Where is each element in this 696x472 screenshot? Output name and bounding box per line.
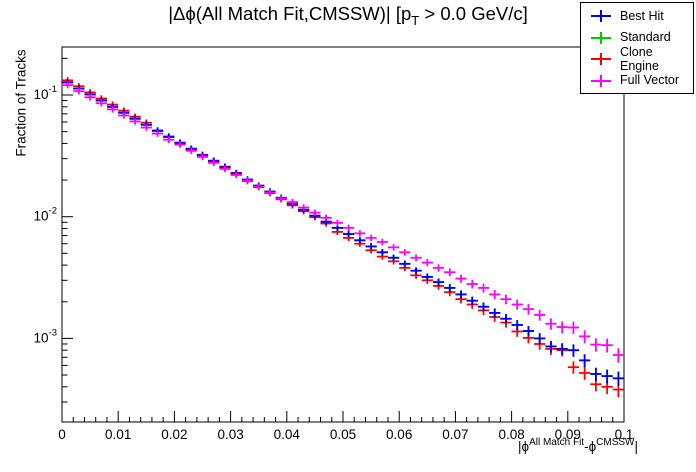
- legend-label: Clone Engine: [620, 44, 659, 73]
- y-tick-label: 10-3: [34, 327, 57, 345]
- x-tick-label: 0: [58, 427, 66, 442]
- y-axis-labels: 10-1 10-2 10-3: [34, 84, 57, 345]
- y-axis-ticks: [62, 57, 73, 403]
- x-tick-label: 0.09: [555, 427, 581, 442]
- x-tick-label: 0.07: [442, 427, 468, 442]
- legend-item: Best Hit: [586, 5, 693, 26]
- legend-cross-marker-icon: [586, 51, 616, 66]
- x-tick-label: 0.04: [274, 427, 301, 442]
- legend-label: Best Hit: [620, 8, 664, 23]
- x-tick-label: 0.1: [615, 427, 634, 442]
- x-axis-title-part: -ϕ: [584, 439, 597, 454]
- x-axis-title-part: |: [634, 439, 638, 454]
- x-axis-title-sup: All Match Fit: [529, 437, 585, 448]
- x-tick-label: 0.02: [161, 427, 187, 442]
- legend-label: Full Vector: [620, 73, 680, 88]
- plot-title-text: |Δϕ(All Match Fit,CMSSW)| [p: [168, 3, 412, 24]
- x-tick-label: 0.08: [498, 427, 524, 442]
- plot-title-subscript: T: [411, 13, 420, 28]
- x-tick-label: 0.06: [386, 427, 412, 442]
- x-axis-title-part: |ϕ: [517, 439, 530, 454]
- legend: Best Hit Standard Clone Engine Full Vector: [580, 2, 694, 94]
- legend-label: Standard: [620, 30, 671, 45]
- y-axis-title: Fraction of Tracks: [13, 49, 29, 157]
- x-tick-label: 0.01: [105, 427, 131, 442]
- legend-cross-marker-icon: [586, 73, 616, 88]
- series-best-hit: [62, 79, 624, 386]
- legend-item: Full Vector: [586, 70, 693, 91]
- x-tick-label: 0.03: [217, 427, 243, 442]
- y-tick-label: 10-1: [34, 84, 57, 102]
- y-tick-label: 10-2: [34, 206, 57, 224]
- legend-item: Clone Engine: [586, 45, 693, 73]
- legend-item: Standard: [586, 27, 693, 48]
- legend-cross-marker-icon: [586, 8, 616, 23]
- x-axis-ticks: [61, 411, 625, 422]
- series-full-vector: [62, 81, 624, 363]
- x-axis-title-sup: CMSSW: [596, 437, 635, 448]
- legend-cross-marker-icon: [586, 30, 616, 45]
- x-axis-labels: 0 0.01 0.02 0.03 0.04 0.05 0.06 0.07 0.08 0.09 0.1: [58, 427, 633, 442]
- plot-title: |Δϕ(All Match Fit,CMSSW)| [pT > 0.0 GeV/…: [0, 3, 696, 28]
- x-axis-title: |ϕAll Match Fit-ϕCMSSW|: [517, 437, 638, 454]
- plot-title-text-2: > 0.0 GeV/c]: [419, 3, 528, 24]
- x-tick-label: 0.05: [330, 427, 356, 442]
